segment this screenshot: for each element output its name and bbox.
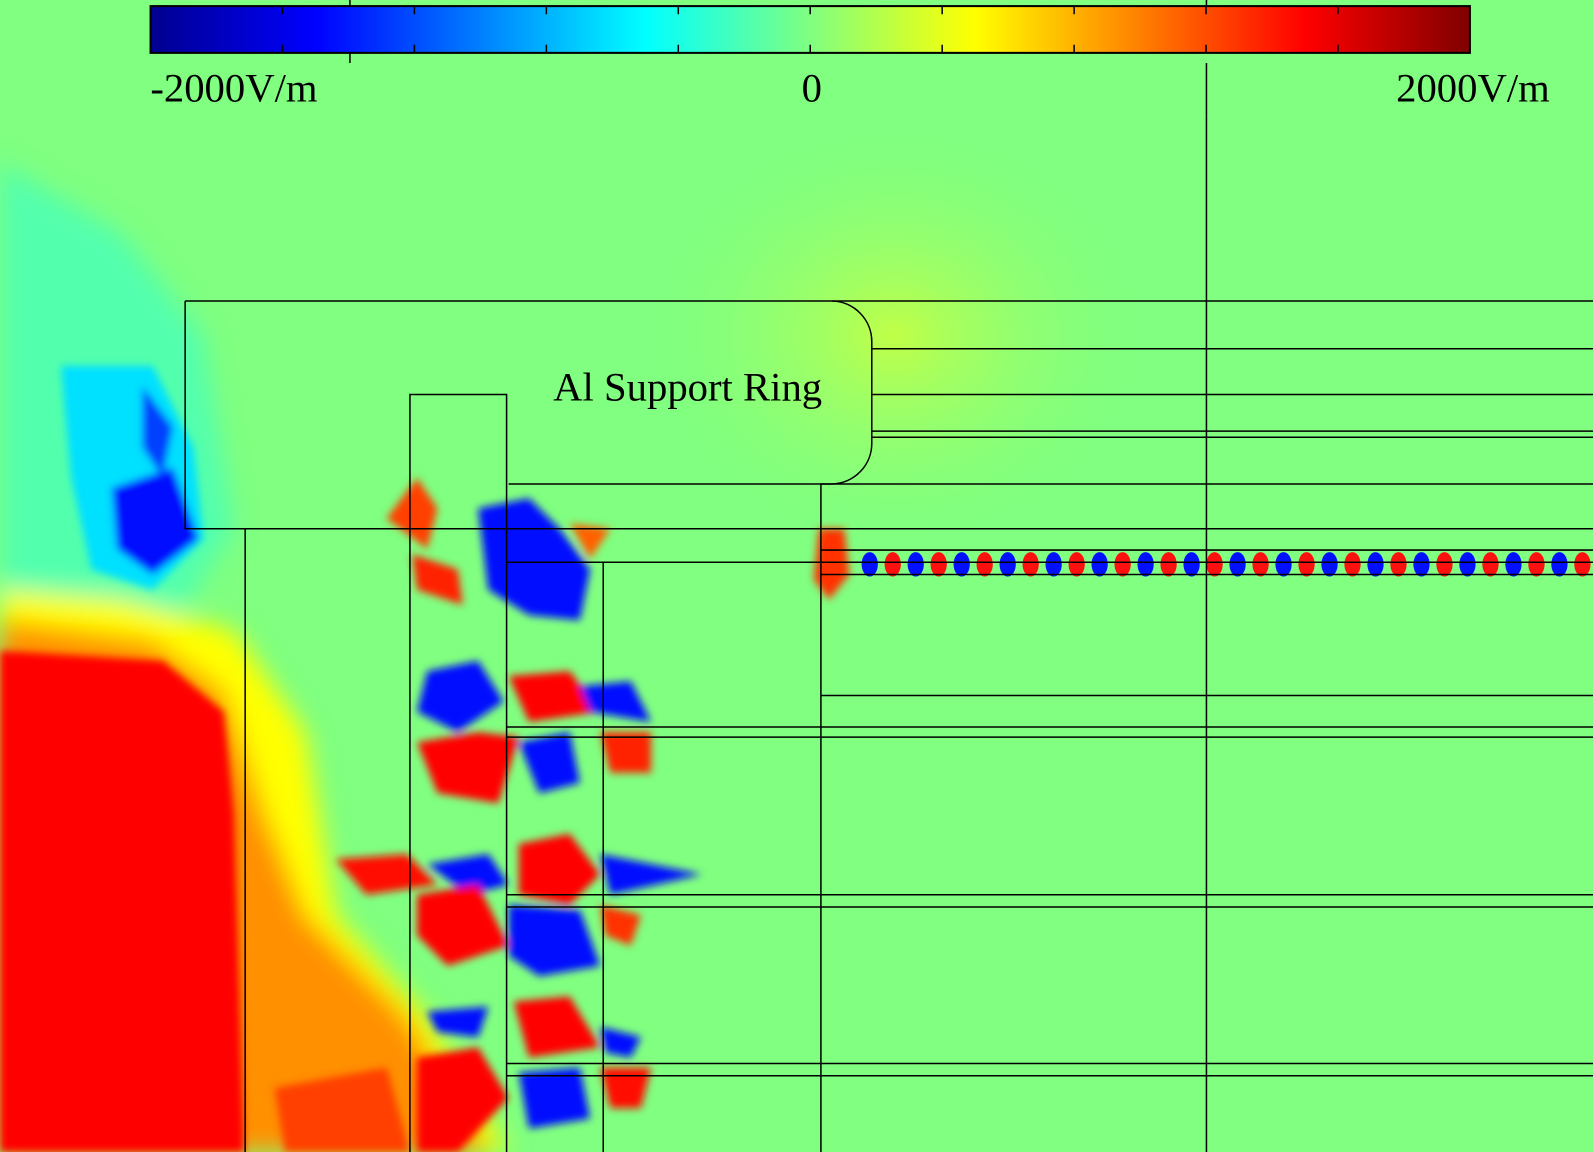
dipole bbox=[1252, 552, 1269, 577]
dipole bbox=[1528, 552, 1545, 577]
dipole bbox=[1206, 552, 1223, 577]
dipole bbox=[999, 552, 1016, 577]
dipole bbox=[1045, 552, 1062, 577]
colorbar-min-label: -2000V/m bbox=[150, 66, 317, 111]
dipole bbox=[1275, 552, 1292, 577]
dipole bbox=[1413, 552, 1430, 577]
dipole bbox=[930, 552, 947, 577]
dipole bbox=[1298, 552, 1315, 577]
dipole bbox=[1367, 552, 1384, 577]
dipole bbox=[1114, 552, 1131, 577]
dipole bbox=[1183, 552, 1200, 577]
dipole bbox=[1482, 552, 1499, 577]
dipole bbox=[1505, 552, 1522, 577]
dipole bbox=[1091, 552, 1108, 577]
dipole bbox=[1022, 552, 1039, 577]
region-label: Al Support Ring bbox=[553, 365, 822, 410]
dipole bbox=[907, 552, 924, 577]
field-blobs bbox=[0, 366, 850, 1152]
colorbar-max-label: 2000V/m bbox=[1396, 66, 1550, 111]
dipole bbox=[1068, 552, 1085, 577]
colorbar-mid-label: 0 bbox=[802, 66, 822, 111]
dipole bbox=[884, 552, 901, 577]
dipole bbox=[861, 552, 878, 577]
dipole bbox=[976, 552, 993, 577]
dipole-row bbox=[861, 552, 1591, 577]
dipole bbox=[1574, 552, 1591, 577]
dipole bbox=[1344, 552, 1361, 577]
geometry-lines bbox=[184, 0, 1593, 1152]
field-glow bbox=[630, 111, 1160, 560]
dipole bbox=[1229, 552, 1246, 577]
dipole bbox=[953, 552, 970, 577]
dipole bbox=[1160, 552, 1177, 577]
dipole bbox=[1459, 552, 1476, 577]
dipole bbox=[1551, 552, 1568, 577]
dipole bbox=[1436, 552, 1453, 577]
colorbar-ticks bbox=[281, 6, 1339, 53]
dipole bbox=[1137, 552, 1154, 577]
dipole bbox=[1321, 552, 1338, 577]
dipole bbox=[1390, 552, 1407, 577]
